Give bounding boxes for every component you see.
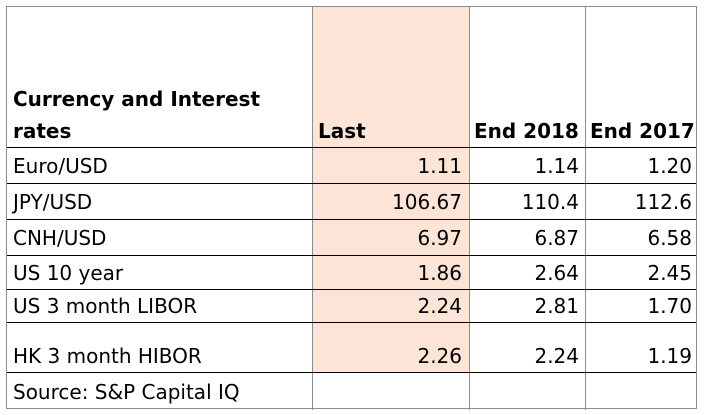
row-line [7,219,696,220]
row-line [7,289,696,290]
source-note: Source: S&P Capital IQ [13,380,240,404]
col-divider-last [312,7,313,410]
cell-last: 1.11 [417,154,462,178]
col-divider-end2017 [585,7,586,410]
row-line [7,255,696,256]
cell-end-2017: 2.45 [647,261,692,285]
row-label: US 3 month LIBOR [13,294,198,318]
row-line [7,372,696,373]
cell-end-2017: 1.20 [647,154,692,178]
rates-table: Currency and Interest rates Last End 201… [6,6,697,410]
cell-end-2018: 2.24 [534,344,579,368]
row-line [7,322,696,323]
row-label: US 10 year [13,261,124,285]
cell-end-2018: 2.81 [534,294,579,318]
row-label: Euro/USD [13,154,108,178]
row-line [7,147,696,148]
row-label: JPY/USD [13,190,93,214]
cell-end-2018: 1.14 [534,154,579,178]
cell-last: 106.67 [392,190,462,214]
col-divider-end2018 [469,7,470,410]
header-label-line2: rates [13,119,72,143]
row-label: CNH/USD [13,226,107,250]
cell-end-2018: 6.87 [534,226,579,250]
last-column-highlight [312,7,469,372]
header-end-2017: End 2017 [590,119,695,143]
cell-last: 1.86 [417,261,462,285]
cell-last: 2.24 [417,294,462,318]
cell-end-2017: 6.58 [647,226,692,250]
cell-end-2017: 1.19 [647,344,692,368]
header-label-line1: Currency and Interest [13,87,261,111]
cell-last: 2.26 [417,344,462,368]
cell-last: 6.97 [417,226,462,250]
cell-end-2018: 2.64 [534,261,579,285]
row-line [7,183,696,184]
row-label: HK 3 month HIBOR [13,344,202,368]
header-last: Last [318,119,366,143]
cell-end-2017: 112.6 [634,190,692,214]
cell-end-2017: 1.70 [647,294,692,318]
cell-end-2018: 110.4 [521,190,579,214]
header-end-2018: End 2018 [474,119,579,143]
